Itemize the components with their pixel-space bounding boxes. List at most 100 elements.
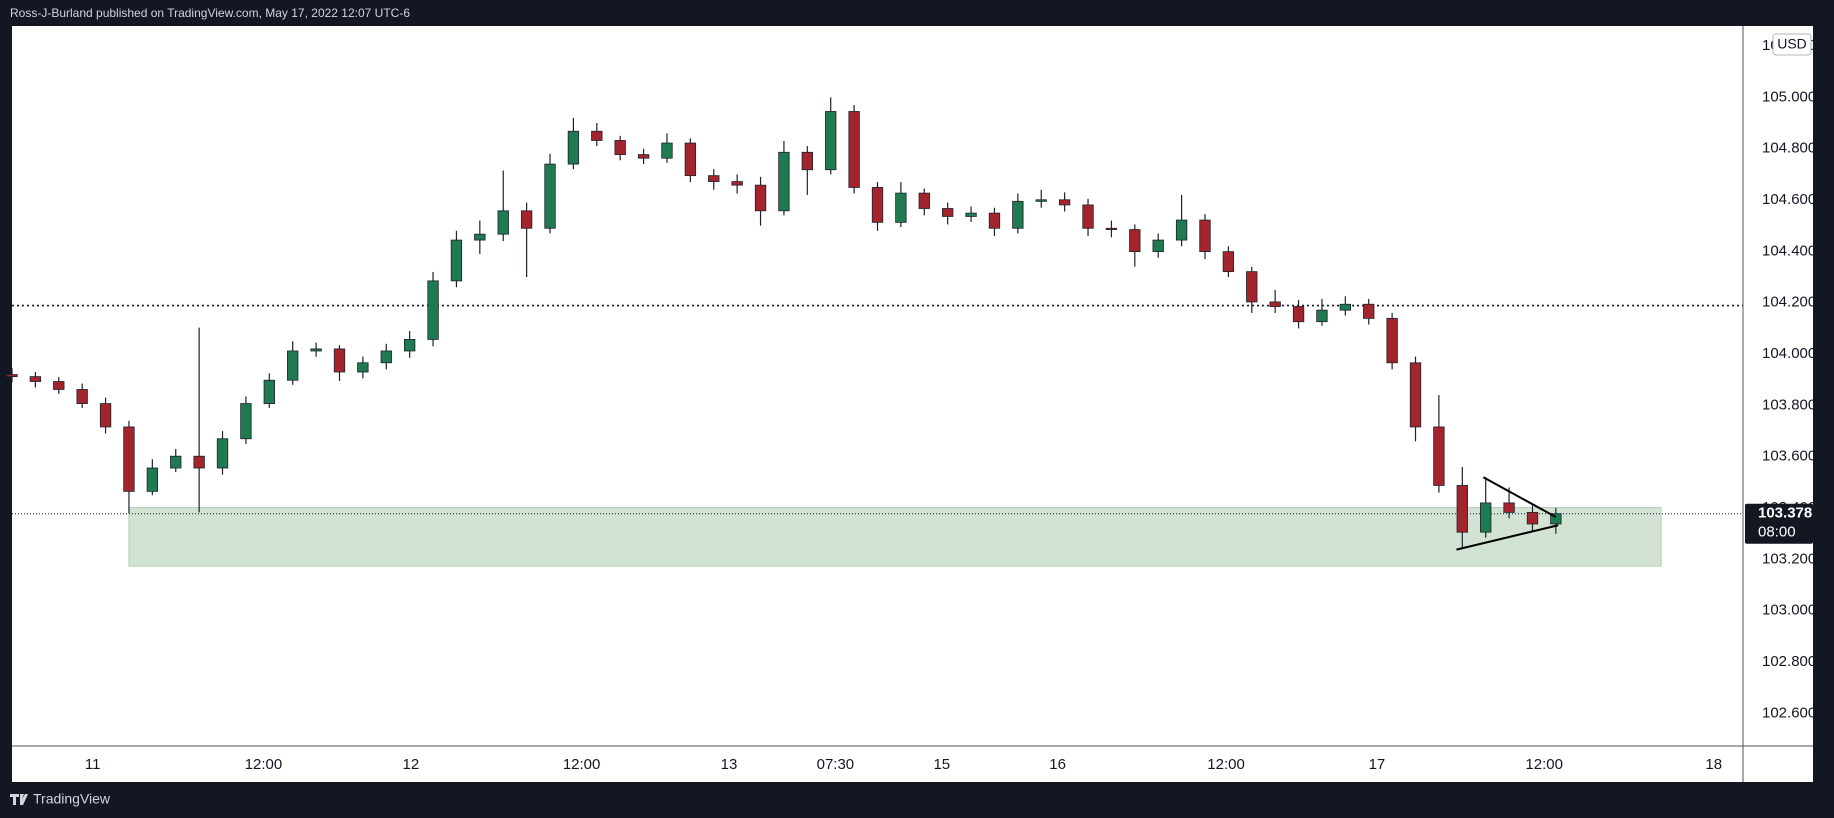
x-tick-label: 11 — [85, 756, 101, 773]
brand: TradingView — [10, 791, 111, 807]
y-tick-label: 104.200 — [1762, 294, 1816, 311]
candle-body — [193, 455, 205, 469]
candle-body — [53, 381, 65, 390]
candle-body — [1105, 227, 1118, 230]
candle-body — [450, 239, 463, 282]
candle-body — [942, 208, 954, 217]
candle-body — [146, 467, 159, 492]
candle-body — [1292, 306, 1305, 323]
zone-layer — [128, 507, 1662, 567]
last-price-label: 103.378 — [1758, 505, 1812, 522]
y-tick-label: 104.800 — [1762, 140, 1816, 157]
y-tick-label: 102.600 — [1762, 704, 1816, 721]
candle-body — [1550, 513, 1562, 525]
line-layer — [12, 304, 1743, 515]
candle-body — [1433, 426, 1445, 486]
candle-body — [1175, 219, 1188, 241]
candle-body — [427, 280, 439, 340]
x-tick-label: 16 — [1049, 756, 1066, 773]
candle-body — [1246, 271, 1258, 303]
candle-body — [263, 379, 275, 404]
candle-body — [1409, 362, 1422, 428]
y-tick-label: 102.800 — [1762, 653, 1816, 670]
currency-label[interactable]: USD — [1777, 36, 1807, 52]
candle-body — [918, 192, 930, 209]
candle-body — [380, 350, 392, 364]
candle-body — [801, 151, 813, 171]
candle-body — [591, 130, 603, 141]
x-tick-label: 07:30 — [817, 756, 855, 773]
y-tick-label: 103.200 — [1762, 550, 1816, 567]
x-tick-label: 12 — [402, 756, 419, 773]
axis-layer: 102.600102.800103.000103.200103.400103.6… — [85, 33, 1816, 773]
x-tick-label: 12:00 — [563, 756, 601, 773]
candle-body — [1363, 303, 1375, 319]
candle-body — [731, 181, 743, 186]
x-tick-label: 13 — [721, 756, 738, 773]
x-tick-label: 12:00 — [1525, 756, 1563, 773]
candle-body — [170, 455, 182, 469]
candle-body — [1316, 309, 1328, 323]
candle-body — [965, 212, 977, 217]
y-tick-label: 103.800 — [1762, 396, 1816, 413]
candle-body — [637, 154, 650, 159]
currency-button[interactable] — [1772, 33, 1812, 56]
x-tick-label: 18 — [1705, 756, 1722, 773]
support-zone — [128, 507, 1662, 567]
last-price-box — [1745, 503, 1813, 544]
candle-body — [1012, 200, 1024, 229]
candle-body — [520, 210, 533, 229]
brand-logo — [10, 794, 28, 805]
publisher-line: Ross-J-Burland published on TradingView.… — [10, 6, 410, 20]
candle-body — [871, 187, 884, 223]
candle-body — [1129, 229, 1141, 253]
candle-body — [1503, 502, 1515, 513]
candle-body — [497, 210, 509, 235]
candle-body — [123, 426, 135, 492]
chart-area — [12, 26, 1813, 782]
candle-body — [29, 376, 42, 382]
candle-body — [1456, 485, 1468, 533]
candle-body — [1480, 502, 1492, 533]
candle-body — [287, 350, 299, 381]
x-tick-label: 15 — [933, 756, 950, 773]
x-tick-label: 17 — [1369, 756, 1386, 773]
candle-body — [333, 348, 346, 373]
y-tick-label: 103.600 — [1762, 448, 1816, 465]
candle-body — [754, 184, 767, 212]
y-tick-label: 104.400 — [1762, 242, 1816, 259]
candle-body — [403, 339, 416, 352]
candle-body — [708, 175, 720, 182]
candle-body — [1199, 219, 1211, 253]
candle-body — [614, 140, 626, 155]
x-tick-label: 12:00 — [245, 756, 283, 773]
candle-body — [76, 389, 88, 404]
candle-body — [778, 151, 790, 212]
candle-body — [240, 403, 252, 440]
candle-body — [661, 142, 673, 159]
candle-body — [1526, 512, 1539, 525]
brand-name: TradingView — [33, 791, 111, 807]
candle-body — [310, 348, 322, 352]
y-tick-label: 104.600 — [1762, 191, 1816, 208]
x-tick-label: 12:00 — [1207, 756, 1245, 773]
candle-body — [1082, 204, 1094, 229]
candle-body — [895, 192, 907, 223]
countdown-label: 08:00 — [1758, 524, 1796, 541]
candle-body — [357, 362, 369, 373]
candle-layer — [6, 97, 1562, 551]
candle-body — [988, 212, 1001, 229]
candle-body — [1386, 317, 1398, 364]
candle-body — [1035, 199, 1047, 202]
y-tick-label: 104.000 — [1762, 345, 1816, 362]
trendline — [1482, 476, 1557, 518]
candle-body — [567, 130, 580, 165]
candle-body — [825, 111, 837, 171]
candle-body — [474, 233, 486, 241]
trendline — [1456, 524, 1559, 551]
candle-body — [848, 111, 860, 188]
candle-body — [6, 374, 18, 378]
candle-body — [1222, 251, 1235, 273]
